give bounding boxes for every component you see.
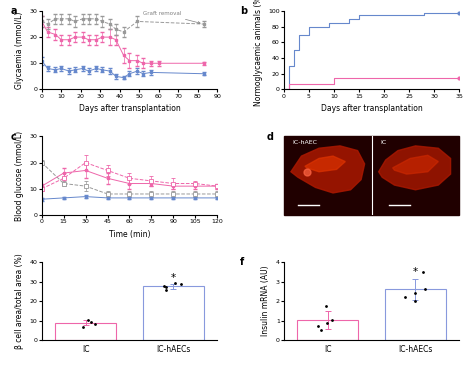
Text: f: f (239, 257, 244, 267)
Polygon shape (392, 155, 438, 174)
Text: c: c (10, 132, 16, 142)
Y-axis label: Blood glucose (mmol/L): Blood glucose (mmol/L) (15, 131, 24, 221)
X-axis label: Time (min): Time (min) (108, 229, 150, 239)
Y-axis label: Insulin mRNA (AU): Insulin mRNA (AU) (261, 266, 269, 336)
Text: a: a (10, 6, 17, 16)
Y-axis label: Normoglycaemic animals (%): Normoglycaemic animals (%) (253, 0, 262, 107)
Text: IC-hAEC: IC-hAEC (292, 141, 317, 145)
Bar (384, 290, 445, 340)
Text: Graft removal: Graft removal (143, 11, 200, 24)
Bar (142, 287, 204, 340)
Y-axis label: Glycaemia (mmol/L): Glycaemia (mmol/L) (15, 11, 24, 89)
Polygon shape (304, 156, 344, 172)
Polygon shape (378, 146, 450, 190)
X-axis label: Days after transplantation: Days after transplantation (320, 104, 422, 113)
X-axis label: Days after transplantation: Days after transplantation (78, 104, 180, 113)
Bar (296, 320, 358, 340)
Text: IC: IC (380, 141, 386, 145)
Text: *: * (412, 267, 417, 277)
Text: d: d (266, 132, 273, 142)
Text: *: * (170, 273, 175, 283)
Polygon shape (290, 146, 364, 193)
Y-axis label: β cell area/total area (%): β cell area/total area (%) (15, 253, 24, 349)
Bar (55, 323, 116, 340)
Text: b: b (239, 6, 247, 16)
